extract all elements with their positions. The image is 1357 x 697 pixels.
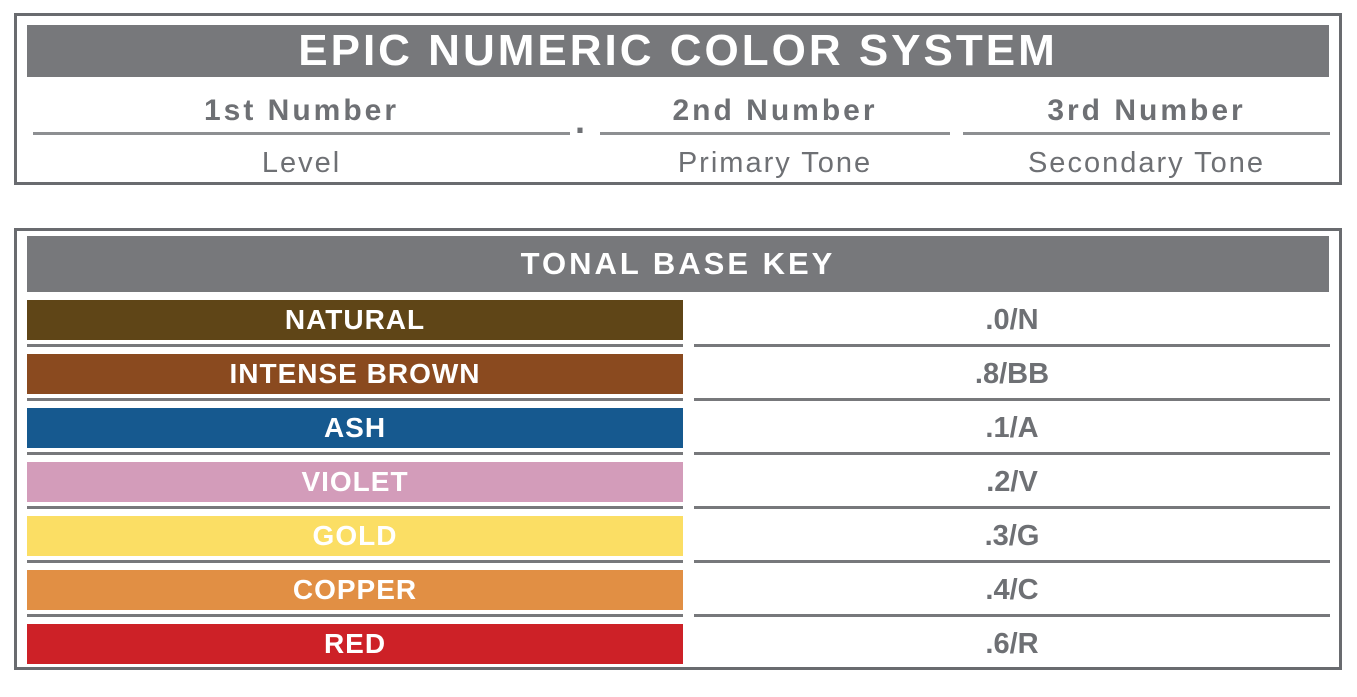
tone-row: RED .6/R	[17, 624, 1339, 678]
row-separator-right	[694, 452, 1330, 455]
tone-color-swatch: COPPER	[27, 570, 683, 610]
third-number-heading: 3rd Number	[1047, 94, 1246, 127]
tone-color-swatch: INTENSE BROWN	[27, 354, 683, 394]
tone-name: GOLD	[312, 520, 398, 551]
row-separator-left	[27, 560, 683, 563]
tone-row: INTENSE BROWN .8/BB	[17, 354, 1339, 408]
first-number-meaning: Level	[261, 147, 342, 179]
row-separator-right	[694, 398, 1330, 401]
third-number-meaning: Secondary Tone	[1027, 147, 1266, 179]
tone-color-swatch: ASH	[27, 408, 683, 448]
tone-color-swatch: VIOLET	[27, 462, 683, 502]
row-separator-right	[694, 344, 1330, 347]
tone-name: VIOLET	[301, 466, 409, 497]
tone-name: INTENSE BROWN	[229, 358, 481, 389]
numeric-color-system-title: EPIC NUMERIC COLOR SYSTEM	[27, 25, 1329, 77]
row-separator-left	[27, 452, 683, 455]
decimal-separator-dot: .	[574, 100, 585, 141]
tonal-base-key-panel: TONAL BASE KEY NATURAL .0/N INTENSE BROW…	[14, 228, 1342, 670]
row-separator-right	[694, 560, 1330, 563]
first-number-column: 1st Number Level	[33, 16, 570, 182]
first-number-underline	[33, 132, 570, 135]
tone-code: .1/A	[985, 411, 1039, 444]
tone-row: GOLD .3/G	[17, 516, 1339, 570]
row-separator-left	[27, 614, 683, 617]
third-number-column: 3rd Number Secondary Tone	[963, 16, 1330, 182]
tone-color-swatch: GOLD	[27, 516, 683, 556]
tone-code: .0/N	[985, 303, 1039, 336]
tone-code: .2/V	[986, 465, 1038, 498]
tone-code-cell: .6/R	[694, 624, 1330, 664]
tone-code: .8/BB	[974, 357, 1050, 390]
tone-row: COPPER .4/C	[17, 570, 1339, 624]
second-number-meaning: Primary Tone	[677, 147, 873, 179]
tone-name: ASH	[323, 412, 387, 443]
tone-color-swatch: NATURAL	[27, 300, 683, 340]
second-number-heading: 2nd Number	[672, 94, 878, 127]
tonal-base-key-title: TONAL BASE KEY	[27, 236, 1329, 292]
third-number-underline	[963, 132, 1330, 135]
tone-code: .4/C	[985, 573, 1039, 606]
tone-row: ASH .1/A	[17, 408, 1339, 462]
tone-code-cell: .0/N	[694, 300, 1330, 340]
row-separator-right	[694, 614, 1330, 617]
row-separator-left	[27, 344, 683, 347]
tone-code-cell: .1/A	[694, 408, 1330, 448]
row-separator-left	[27, 398, 683, 401]
tone-code: .6/R	[985, 627, 1039, 660]
row-separator-left	[27, 506, 683, 509]
tone-row: NATURAL .0/N	[17, 300, 1339, 354]
tone-name: RED	[323, 628, 387, 659]
tone-code: .3/G	[984, 519, 1040, 552]
first-number-heading: 1st Number	[203, 94, 400, 127]
second-number-column: 2nd Number Primary Tone	[600, 16, 950, 182]
tone-code-cell: .2/V	[694, 462, 1330, 502]
tone-name: NATURAL	[284, 304, 426, 335]
tone-name: COPPER	[292, 574, 418, 605]
tone-code-cell: .8/BB	[694, 354, 1330, 394]
numeric-color-system-panel: EPIC NUMERIC COLOR SYSTEM 1st Number Lev…	[14, 13, 1342, 185]
row-separator-right	[694, 506, 1330, 509]
tone-code-cell: .4/C	[694, 570, 1330, 610]
tone-code-cell: .3/G	[694, 516, 1330, 556]
second-number-underline	[600, 132, 950, 135]
tonal-key-rows: NATURAL .0/N INTENSE BROWN .8/BB ASH .1/…	[17, 300, 1339, 678]
tone-row: VIOLET .2/V	[17, 462, 1339, 516]
tone-color-swatch: RED	[27, 624, 683, 664]
